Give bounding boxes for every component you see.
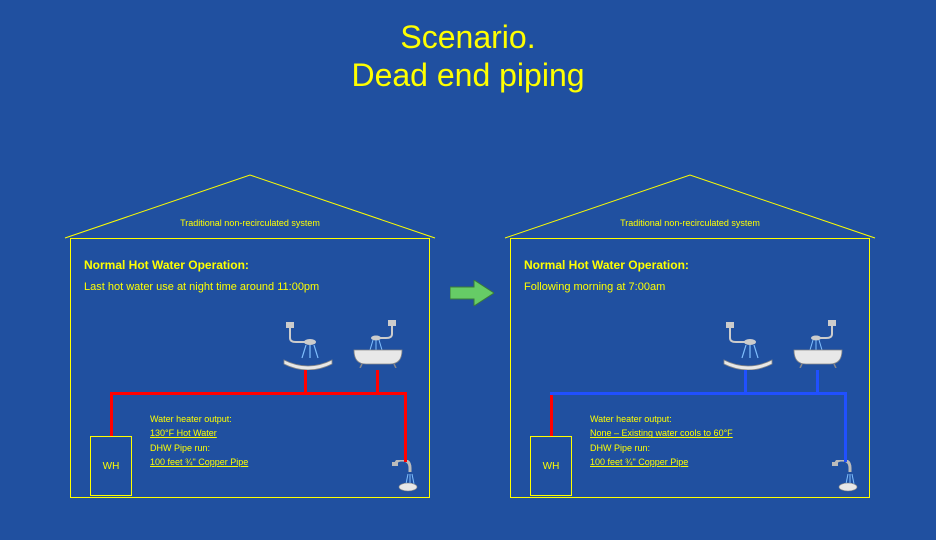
pipe-run-right [550,392,846,395]
shower-fixture-left [280,320,336,370]
pipe-run-value-left: 100 feet ¾" Copper Pipe [150,455,248,469]
roof-label-right: Traditional non-recirculated system [500,218,880,228]
wh-label-right: WH [543,461,560,472]
info-block-right: Water heater output: None – Existing wat… [590,412,733,470]
op-desc-right: Following morning at 7:00am [524,280,824,294]
shower-fixture-right [720,320,776,370]
roof-left [60,170,440,240]
pipe-drop2-left [376,370,379,392]
wh-label-left: WH [103,461,120,472]
tub-fixture-left [350,318,406,368]
op-desc-left: Last hot water use at night time around … [84,280,384,294]
op-title-left: Normal Hot Water Operation: [84,258,249,272]
pipe-drop3-left [404,392,407,462]
pipe-run-label-right: DHW Pipe run: [590,441,733,455]
slide-title: Scenario. Dead end piping [0,0,936,95]
heater-output-value-right: None – Existing water cools to 60°F [590,426,733,440]
pipe-riser-right [550,392,553,436]
faucet-right [830,460,858,492]
heater-output-label-right: Water heater output: [590,412,733,426]
roof-right [500,170,880,240]
water-heater-right: WH [530,436,572,496]
faucet-left [390,460,418,492]
op-title-right: Normal Hot Water Operation: [524,258,689,272]
pipe-run-label-left: DHW Pipe run: [150,441,248,455]
pipe-drop1-left [304,370,307,392]
title-line-1: Scenario. [400,19,535,55]
pipe-riser-left [110,392,113,436]
pipe-drop1-right [744,370,747,392]
info-block-left: Water heater output: 130°F Hot Water DHW… [150,412,248,470]
pipe-run-left [110,392,406,395]
house-left: Traditional non-recirculated system Norm… [60,170,440,500]
pipe-run-value-right: 100 feet ¾" Copper Pipe [590,455,733,469]
water-heater-left: WH [90,436,132,496]
roof-label-left: Traditional non-recirculated system [60,218,440,228]
house-right: Traditional non-recirculated system Norm… [500,170,880,500]
heater-output-value-left: 130°F Hot Water [150,426,248,440]
pipe-drop3-right [844,392,847,462]
tub-fixture-right [790,318,846,368]
heater-output-label-left: Water heater output: [150,412,248,426]
transition-arrow [450,280,494,306]
pipe-drop2-right [816,370,819,392]
title-line-2: Dead end piping [351,57,584,93]
